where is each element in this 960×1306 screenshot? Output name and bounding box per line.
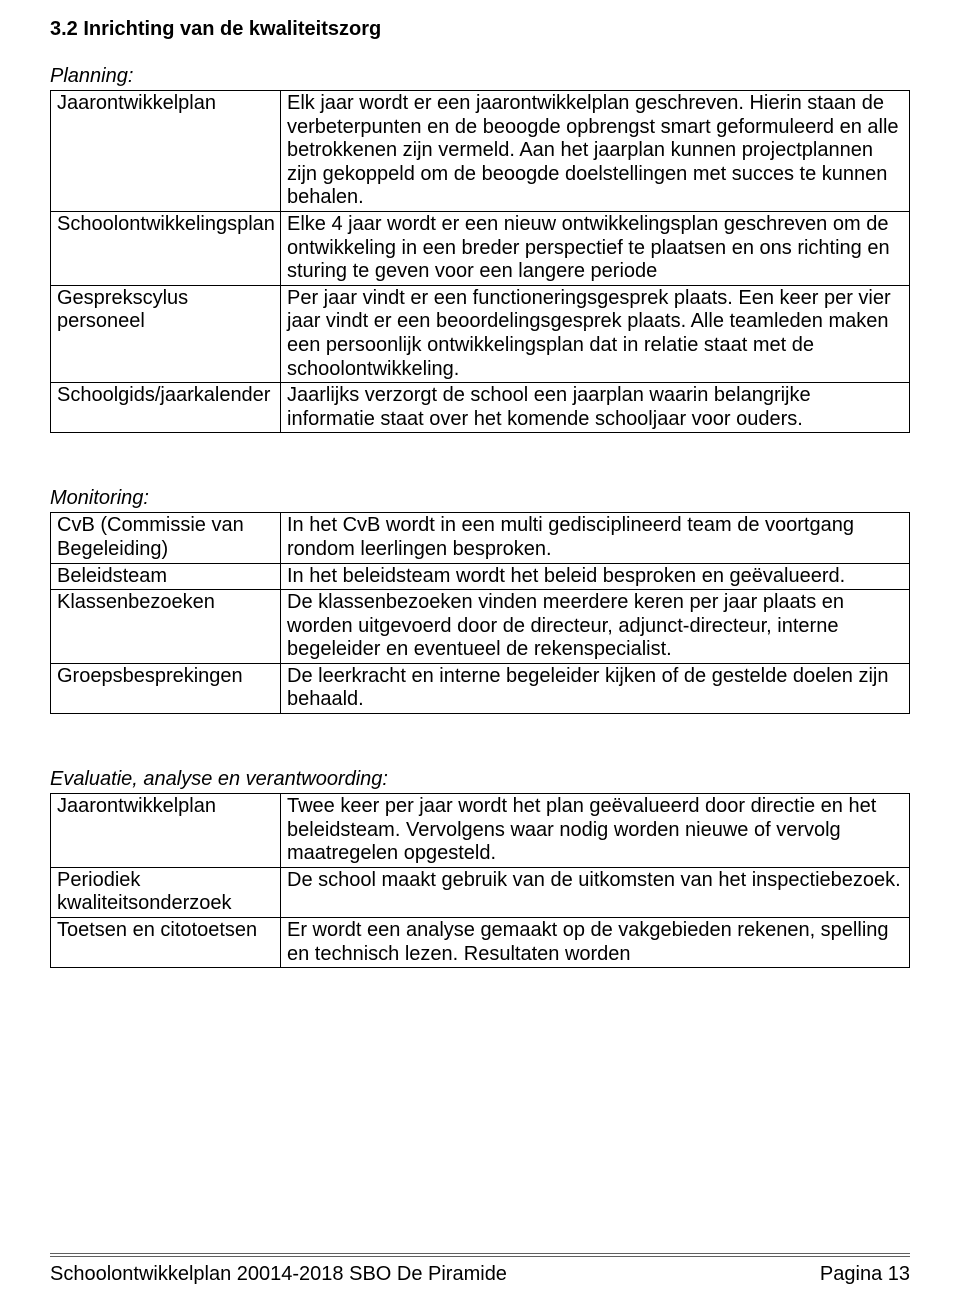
table-row: Toetsen en citotoetsen Er wordt een anal… [51, 918, 910, 968]
evaluatie-table: Jaarontwikkelplan Twee keer per jaar wor… [50, 793, 910, 968]
subsection-title-monitoring: Monitoring: [50, 487, 910, 510]
planning-table: Jaarontwikkelplan Elk jaar wordt er een … [50, 90, 910, 433]
table-cell-left: Schoolontwikkelingsplan [51, 211, 281, 285]
table-row: Periodiek kwaliteitsonderzoek De school … [51, 867, 910, 917]
section-heading: 3.2 Inrichting van de kwaliteitszorg [50, 18, 910, 41]
page-footer: Schoolontwikkelplan 20014-2018 SBO De Pi… [50, 1253, 910, 1286]
table-cell-right: Jaarlijks verzorgt de school een jaarpla… [281, 383, 910, 433]
table-cell-left: CvB (Commissie van Begeleiding) [51, 513, 281, 563]
table-cell-left: Jaarontwikkelplan [51, 794, 281, 868]
table-cell-left: Klassenbezoeken [51, 590, 281, 664]
table-row: CvB (Commissie van Begeleiding) In het C… [51, 513, 910, 563]
subsection-title-planning: Planning: [50, 65, 910, 88]
table-cell-right: Elke 4 jaar wordt er een nieuw ontwikkel… [281, 211, 910, 285]
subsection-title-evaluatie: Evaluatie, analyse en verantwoording: [50, 768, 910, 791]
table-row: Gesprekscylus personeel Per jaar vindt e… [51, 285, 910, 382]
footer-page-number: Pagina 13 [820, 1263, 910, 1286]
table-cell-right: Elk jaar wordt er een jaarontwikkelplan … [281, 91, 910, 212]
table-cell-right: Twee keer per jaar wordt het plan geëval… [281, 794, 910, 868]
table-cell-right: De klassenbezoeken vinden meerdere keren… [281, 590, 910, 664]
table-cell-left: Beleidsteam [51, 563, 281, 590]
table-cell-left: Schoolgids/jaarkalender [51, 383, 281, 433]
table-row: Jaarontwikkelplan Elk jaar wordt er een … [51, 91, 910, 212]
table-cell-right: Per jaar vindt er een functioneringsgesp… [281, 285, 910, 382]
table-cell-right: De leerkracht en interne begeleider kijk… [281, 663, 910, 713]
table-row: Schoolgids/jaarkalender Jaarlijks verzor… [51, 383, 910, 433]
monitoring-table: CvB (Commissie van Begeleiding) In het C… [50, 512, 910, 714]
document-page: 3.2 Inrichting van de kwaliteitszorg Pla… [0, 0, 960, 1306]
table-cell-left: Groepsbesprekingen [51, 663, 281, 713]
table-row: Beleidsteam In het beleidsteam wordt het… [51, 563, 910, 590]
table-cell-right: In het beleidsteam wordt het beleid besp… [281, 563, 910, 590]
table-cell-left: Gesprekscylus personeel [51, 285, 281, 382]
table-cell-left: Jaarontwikkelplan [51, 91, 281, 212]
table-cell-left: Toetsen en citotoetsen [51, 918, 281, 968]
footer-left-text: Schoolontwikkelplan 20014-2018 SBO De Pi… [50, 1263, 507, 1286]
table-row: Klassenbezoeken De klassenbezoeken vinde… [51, 590, 910, 664]
table-cell-right: In het CvB wordt in een multi gediscipli… [281, 513, 910, 563]
table-row: Jaarontwikkelplan Twee keer per jaar wor… [51, 794, 910, 868]
table-cell-right: De school maakt gebruik van de uitkomste… [281, 867, 910, 917]
table-row: Groepsbesprekingen De leerkracht en inte… [51, 663, 910, 713]
table-cell-right: Er wordt een analyse gemaakt op de vakge… [281, 918, 910, 968]
table-row: Schoolontwikkelingsplan Elke 4 jaar word… [51, 211, 910, 285]
table-cell-left: Periodiek kwaliteitsonderzoek [51, 867, 281, 917]
